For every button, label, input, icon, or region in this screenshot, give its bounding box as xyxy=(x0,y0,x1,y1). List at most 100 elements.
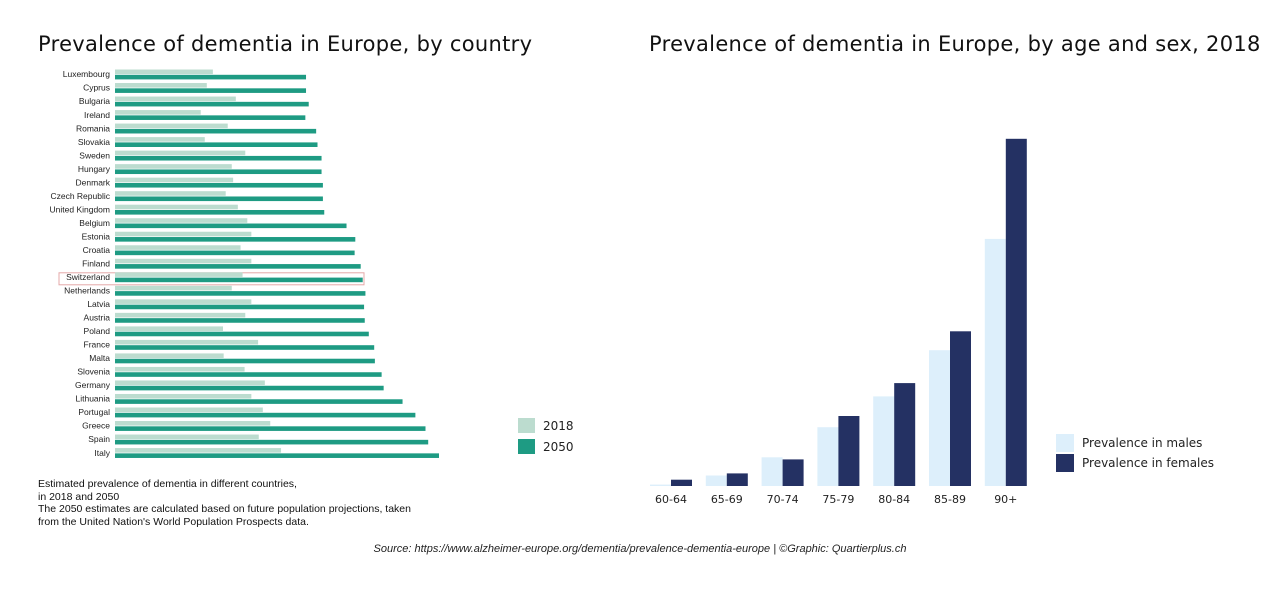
bar-czech-republic-2050 xyxy=(115,196,323,202)
bar-france-2018 xyxy=(115,339,259,345)
bar-70-74-prevalence-in-males xyxy=(761,457,783,486)
age-label-80-84: 80-84 xyxy=(878,493,910,506)
bar-latvia-2050 xyxy=(115,304,365,310)
bar-portugal-2018 xyxy=(115,407,263,413)
legend-swatch-females xyxy=(1056,454,1074,472)
bar-poland-2018 xyxy=(115,326,223,331)
category-label-hungary: Hungary xyxy=(78,164,111,174)
bar-croatia-2050 xyxy=(115,250,355,256)
bar-france-2050 xyxy=(115,345,375,350)
category-label-czech-republic: Czech Republic xyxy=(50,191,110,201)
bar-latvia-2018 xyxy=(115,299,252,304)
category-label-estonia: Estonia xyxy=(82,231,111,241)
bar-60-64-prevalence-in-males xyxy=(650,484,671,486)
bar-belgium-2018 xyxy=(115,218,248,223)
note-line-4: from the United Nation's World Populatio… xyxy=(38,515,309,528)
category-label-ireland: Ireland xyxy=(84,110,110,120)
bar-netherlands-2050 xyxy=(115,291,366,296)
age-label-65-69: 65-69 xyxy=(711,493,743,506)
legend-swatch-2018 xyxy=(518,418,535,433)
bar-slovenia-2050 xyxy=(115,372,382,377)
legend-label-2018: 2018 xyxy=(543,418,574,433)
bar-estonia-2050 xyxy=(115,237,356,242)
bar-finland-2018 xyxy=(115,258,252,264)
legend-item-females: Prevalence in females xyxy=(1056,454,1214,472)
bar-cyprus-2018 xyxy=(115,83,207,88)
bar-65-69-prevalence-in-females xyxy=(726,473,748,486)
age-label-70-74: 70-74 xyxy=(767,493,799,506)
category-label-bulgaria: Bulgaria xyxy=(79,96,110,106)
bar-hungary-2050 xyxy=(115,169,322,175)
age-label-85-89: 85-89 xyxy=(934,493,966,506)
category-label-poland: Poland xyxy=(84,326,111,336)
bar-switzerland-2050 xyxy=(115,277,363,283)
bar-luxembourg-2050 xyxy=(115,74,307,80)
category-label-belgium: Belgium xyxy=(79,218,110,228)
bar-united-kingdom-2018 xyxy=(115,204,238,210)
note-line-3: The 2050 estimates are calculated based … xyxy=(38,503,411,515)
category-label-latvia: Latvia xyxy=(87,299,110,309)
bar-slovakia-2050 xyxy=(115,142,318,147)
bar-slovakia-2018 xyxy=(115,137,205,142)
category-label-spain: Spain xyxy=(88,434,110,444)
bar-75-79-prevalence-in-males xyxy=(817,427,839,486)
legend-item-males: Prevalence in males xyxy=(1056,434,1202,452)
category-label-netherlands: Netherlands xyxy=(64,286,110,296)
category-label-lithuania: Lithuania xyxy=(75,394,110,404)
bar-switzerland-2018 xyxy=(115,272,243,277)
bar-bulgaria-2050 xyxy=(115,101,309,107)
age-sex-bar-chart: 60-64 65-69 70-74 75-79 80-84 85-89 90+ xyxy=(650,138,1027,506)
bar-denmark-2050 xyxy=(115,182,323,188)
bar-80-84-prevalence-in-males xyxy=(873,396,895,486)
bar-85-89-prevalence-in-males xyxy=(929,350,950,486)
note-line-1: Estimated prevalence of dementia in diff… xyxy=(38,478,297,490)
legend-swatch-2050 xyxy=(518,439,535,454)
bar-denmark-2018 xyxy=(115,177,234,183)
bar-hungary-2018 xyxy=(115,164,232,169)
category-label-austria: Austria xyxy=(84,313,111,323)
bar-85-89-prevalence-in-females xyxy=(950,331,971,486)
legend-item-2050: 2050 xyxy=(518,439,574,454)
category-label-germany: Germany xyxy=(75,380,111,390)
bar-sweden-2050 xyxy=(115,155,322,161)
bar-cyprus-2050 xyxy=(115,88,307,93)
bar-poland-2050 xyxy=(115,331,369,337)
bar-75-79-prevalence-in-females xyxy=(838,416,860,486)
bar-romania-2050 xyxy=(115,128,317,134)
bar-greece-2050 xyxy=(115,426,426,431)
bar-luxembourg-2018 xyxy=(115,69,213,75)
legend-label-2050: 2050 xyxy=(543,439,574,454)
bar-80-84-prevalence-in-females xyxy=(894,383,916,486)
bar-austria-2050 xyxy=(115,318,365,323)
category-label-finland: Finland xyxy=(82,258,110,268)
bar-bulgaria-2018 xyxy=(115,96,236,102)
category-label-switzerland: Switzerland xyxy=(66,272,110,282)
bar-greece-2018 xyxy=(115,421,271,426)
bar-malta-2018 xyxy=(115,353,224,359)
category-label-cyprus: Cyprus xyxy=(83,83,110,93)
bar-90-prevalence-in-males xyxy=(984,238,1006,486)
legend-label-males: Prevalence in males xyxy=(1082,436,1203,450)
bar-65-69-prevalence-in-males xyxy=(705,475,727,486)
bar-spain-2018 xyxy=(115,434,259,440)
bar-italy-2018 xyxy=(115,448,282,453)
bar-netherlands-2018 xyxy=(115,285,232,291)
category-label-sweden: Sweden xyxy=(79,150,110,160)
bar-70-74-prevalence-in-females xyxy=(782,459,804,486)
legend-swatch-males xyxy=(1056,434,1074,452)
bar-sweden-2018 xyxy=(115,150,246,156)
bar-united-kingdom-2050 xyxy=(115,210,325,215)
bar-slovenia-2018 xyxy=(115,366,245,372)
bar-ireland-2050 xyxy=(115,115,306,120)
category-label-slovenia: Slovenia xyxy=(77,367,110,377)
bar-portugal-2050 xyxy=(115,412,416,418)
bar-lithuania-2050 xyxy=(115,399,403,404)
legend-item-2018: 2018 xyxy=(518,418,574,433)
category-label-slovakia: Slovakia xyxy=(78,137,110,147)
category-label-united-kingdom: United Kingdom xyxy=(50,204,110,214)
left-chart-title: Prevalence of dementia in Europe, by cou… xyxy=(38,32,533,56)
age-label-90: 90+ xyxy=(994,493,1017,506)
age-label-75-79: 75-79 xyxy=(822,493,854,506)
bar-italy-2050 xyxy=(115,453,439,458)
bar-estonia-2018 xyxy=(115,231,252,237)
